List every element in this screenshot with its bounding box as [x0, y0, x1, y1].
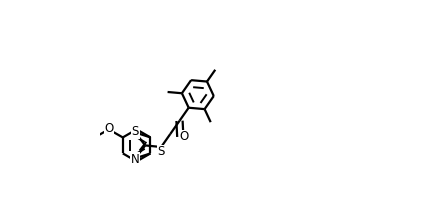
- Text: O: O: [104, 122, 114, 135]
- Text: S: S: [132, 125, 139, 138]
- Text: N: N: [130, 153, 139, 166]
- Text: S: S: [157, 145, 165, 158]
- Text: O: O: [180, 130, 189, 143]
